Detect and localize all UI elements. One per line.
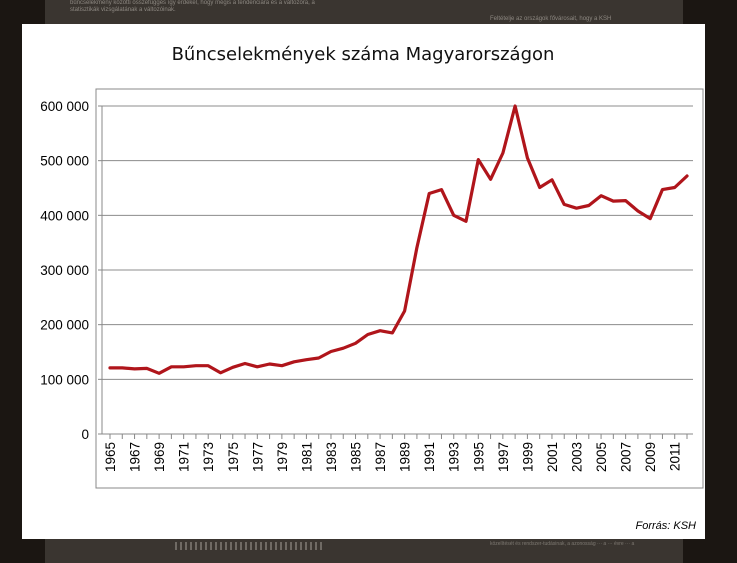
x-tick-label: 1983 <box>324 442 339 472</box>
y-tick-label: 300 000 <box>40 263 89 278</box>
x-tick-label: 1997 <box>496 442 511 472</box>
x-tick-label: 2005 <box>594 442 609 472</box>
x-tick-label: 1981 <box>299 442 314 472</box>
x-tick-label: 1979 <box>275 442 290 472</box>
x-tick-label: 1993 <box>447 442 462 472</box>
x-tick-label: 1995 <box>471 442 486 472</box>
x-tick-label: 1965 <box>103 442 118 472</box>
x-tick-label: 1985 <box>349 442 364 472</box>
x-tick-label: 2011 <box>668 442 683 471</box>
y-tick-label: 400 000 <box>40 208 89 223</box>
y-tick-label: 0 <box>81 427 89 442</box>
background-caption: Feltételje az országok fővárosait, hogy … <box>490 16 612 22</box>
plot-frame <box>95 88 704 489</box>
y-tick-label: 600 000 <box>40 99 89 114</box>
axes <box>98 105 693 439</box>
x-tick-label: 1991 <box>422 442 437 472</box>
gridlines <box>102 105 693 380</box>
source-label: Forrás: KSH <box>635 520 696 532</box>
y-axis-tick-labels: 0 100 000 200 000 300 000 400 000 500 000 600 … <box>40 99 89 442</box>
background-paragraph: bűncselekmény közötti összefüggés így ér… <box>70 0 315 13</box>
y-tick-label: 100 000 <box>40 372 89 387</box>
x-tick-label: 1989 <box>398 442 413 472</box>
x-tick-label: 1967 <box>128 442 143 472</box>
y-tick-label: 200 000 <box>40 318 89 333</box>
series-layer <box>108 104 689 375</box>
x-tick-label: 1969 <box>152 442 167 472</box>
chart-title: Bűncselekmények száma Magyarországon <box>172 44 555 65</box>
x-tick-label: 1975 <box>226 442 241 472</box>
x-tick-label: 2009 <box>643 442 658 472</box>
y-tick-label: 500 000 <box>40 154 89 169</box>
x-tick-label: 1999 <box>520 442 535 472</box>
x-tick-label: 1971 <box>177 442 192 472</box>
x-tick-label: 2007 <box>619 442 634 472</box>
x-axis-tick-labels: 1965 1967 1969 1971 1973 1975 1977 1979 1981 1983… <box>103 442 683 472</box>
x-tick-label: 1987 <box>373 442 388 472</box>
chart-card: Bűncselekmények száma Magyarországon 0 10… <box>22 24 705 539</box>
crime-count-series-line <box>108 104 689 375</box>
x-tick-label: 1973 <box>201 442 216 472</box>
background-footer-text: közelítését és rendszer-tudásinak, a azo… <box>490 541 635 547</box>
crime-count-chart: Bűncselekmények száma Magyarországon 0 10… <box>40 44 704 532</box>
x-tick-label: 2003 <box>570 442 585 472</box>
x-tick-label: 2001 <box>545 442 560 472</box>
x-tick-label: 1977 <box>250 442 265 472</box>
background-pagination-marks <box>175 542 325 550</box>
